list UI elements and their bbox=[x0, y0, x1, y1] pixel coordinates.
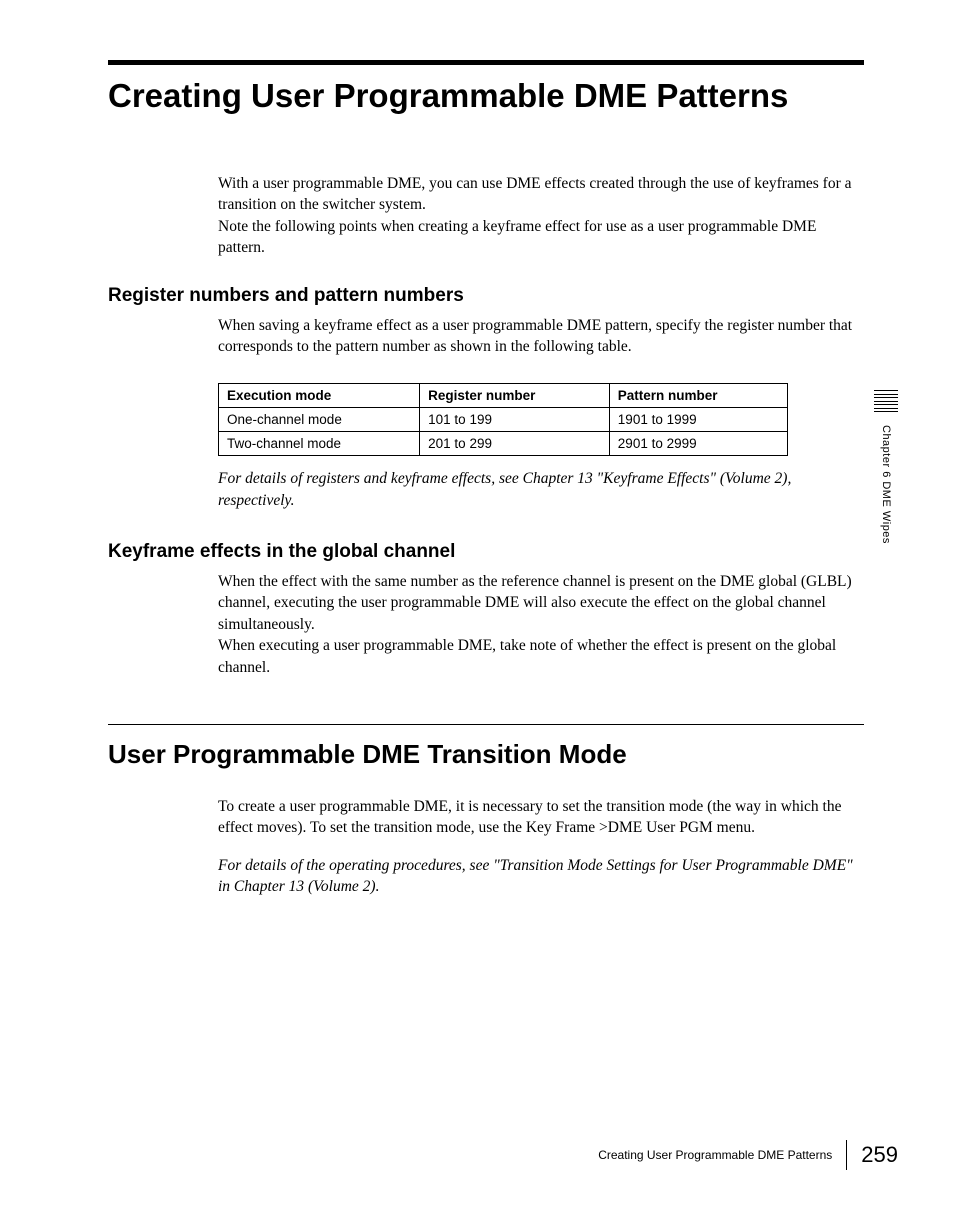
section-register-heading: Register numbers and pattern numbers bbox=[108, 285, 864, 307]
side-tab-lines-icon bbox=[874, 390, 898, 415]
table-cell: One-channel mode bbox=[219, 408, 420, 432]
section-rule bbox=[108, 724, 864, 725]
side-tab-label: Chapter 6 DME Wipes bbox=[880, 425, 892, 544]
table-cell: 201 to 299 bbox=[420, 432, 610, 456]
section-transition-body: To create a user programmable DME, it is… bbox=[218, 796, 864, 839]
section-keyframe-body: When the effect with the same number as … bbox=[218, 571, 864, 678]
section-transition-note: For details of the operating procedures,… bbox=[218, 855, 864, 898]
section-register-note: For details of registers and keyframe ef… bbox=[218, 468, 864, 511]
table-header-cell: Pattern number bbox=[609, 384, 787, 408]
table-row: One-channel mode 101 to 199 1901 to 1999 bbox=[219, 408, 788, 432]
table-cell: 2901 to 2999 bbox=[609, 432, 787, 456]
page-title: Creating User Programmable DME Patterns bbox=[108, 77, 864, 115]
page-footer: Creating User Programmable DME Patterns … bbox=[598, 1140, 898, 1170]
footer-title: Creating User Programmable DME Patterns bbox=[598, 1148, 832, 1162]
table-cell: 101 to 199 bbox=[420, 408, 610, 432]
table-header-cell: Register number bbox=[420, 384, 610, 408]
register-table: Execution mode Register number Pattern n… bbox=[218, 383, 864, 456]
table-header-cell: Execution mode bbox=[219, 384, 420, 408]
title-rule bbox=[108, 60, 864, 65]
footer-divider bbox=[846, 1140, 847, 1170]
section-transition-heading: User Programmable DME Transition Mode bbox=[108, 739, 864, 770]
footer-page-number: 259 bbox=[861, 1142, 898, 1168]
table-cell: Two-channel mode bbox=[219, 432, 420, 456]
table-row: Two-channel mode 201 to 299 2901 to 2999 bbox=[219, 432, 788, 456]
side-tab: Chapter 6 DME Wipes bbox=[874, 390, 898, 543]
section-register-body: When saving a keyframe effect as a user … bbox=[218, 315, 864, 358]
intro-paragraph: With a user programmable DME, you can us… bbox=[218, 173, 864, 259]
table-header-row: Execution mode Register number Pattern n… bbox=[219, 384, 788, 408]
table-cell: 1901 to 1999 bbox=[609, 408, 787, 432]
section-keyframe-heading: Keyframe effects in the global channel bbox=[108, 541, 864, 563]
